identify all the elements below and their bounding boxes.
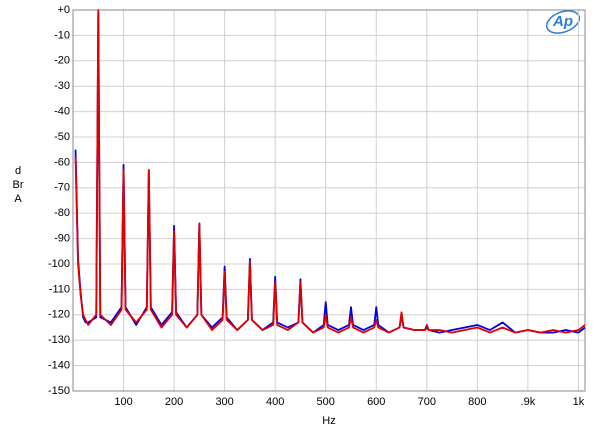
y-tick-label: -100	[48, 258, 70, 270]
x-tick-label: 800	[468, 396, 486, 408]
y-tick-label: +0	[57, 4, 70, 16]
x-tick-label: 600	[367, 396, 385, 408]
y-tick-label: -30	[54, 80, 70, 92]
y-tick-label: -10	[54, 29, 70, 41]
x-tick-label: 100	[114, 396, 132, 408]
logo-text: Ap	[552, 13, 573, 30]
y-tick-label: -80	[54, 207, 70, 219]
logo: Ap	[545, 10, 581, 34]
x-tick-label: 200	[165, 396, 183, 408]
x-tick-label: .9k	[521, 396, 536, 408]
x-tick-label: 1k	[573, 396, 585, 408]
y-tick-label: -130	[48, 334, 70, 346]
y-axis-label: dBr A	[12, 165, 26, 205]
series-line	[74, 9, 586, 334]
plot-frame	[72, 9, 586, 392]
y-tick-label: -120	[48, 309, 70, 321]
logo-swoosh	[545, 10, 581, 34]
y-tick-label: -150	[48, 385, 70, 397]
y-tick-label: -70	[54, 182, 70, 194]
x-tick-label: 300	[215, 396, 233, 408]
y-tick-label: -140	[48, 360, 70, 372]
y-tick-label: -50	[54, 131, 70, 143]
y-tick-label: -60	[54, 156, 70, 168]
x-tick-label: 400	[266, 396, 284, 408]
y-tick-label: -90	[54, 233, 70, 245]
y-tick-label: -110	[49, 283, 70, 295]
x-tick-label: 700	[418, 396, 436, 408]
y-tick-label: -40	[54, 106, 70, 118]
y-tick-label: -20	[54, 55, 70, 67]
x-tick-label: 500	[317, 396, 335, 408]
x-axis-label: Hz	[322, 415, 335, 427]
series-line	[74, 11, 586, 334]
